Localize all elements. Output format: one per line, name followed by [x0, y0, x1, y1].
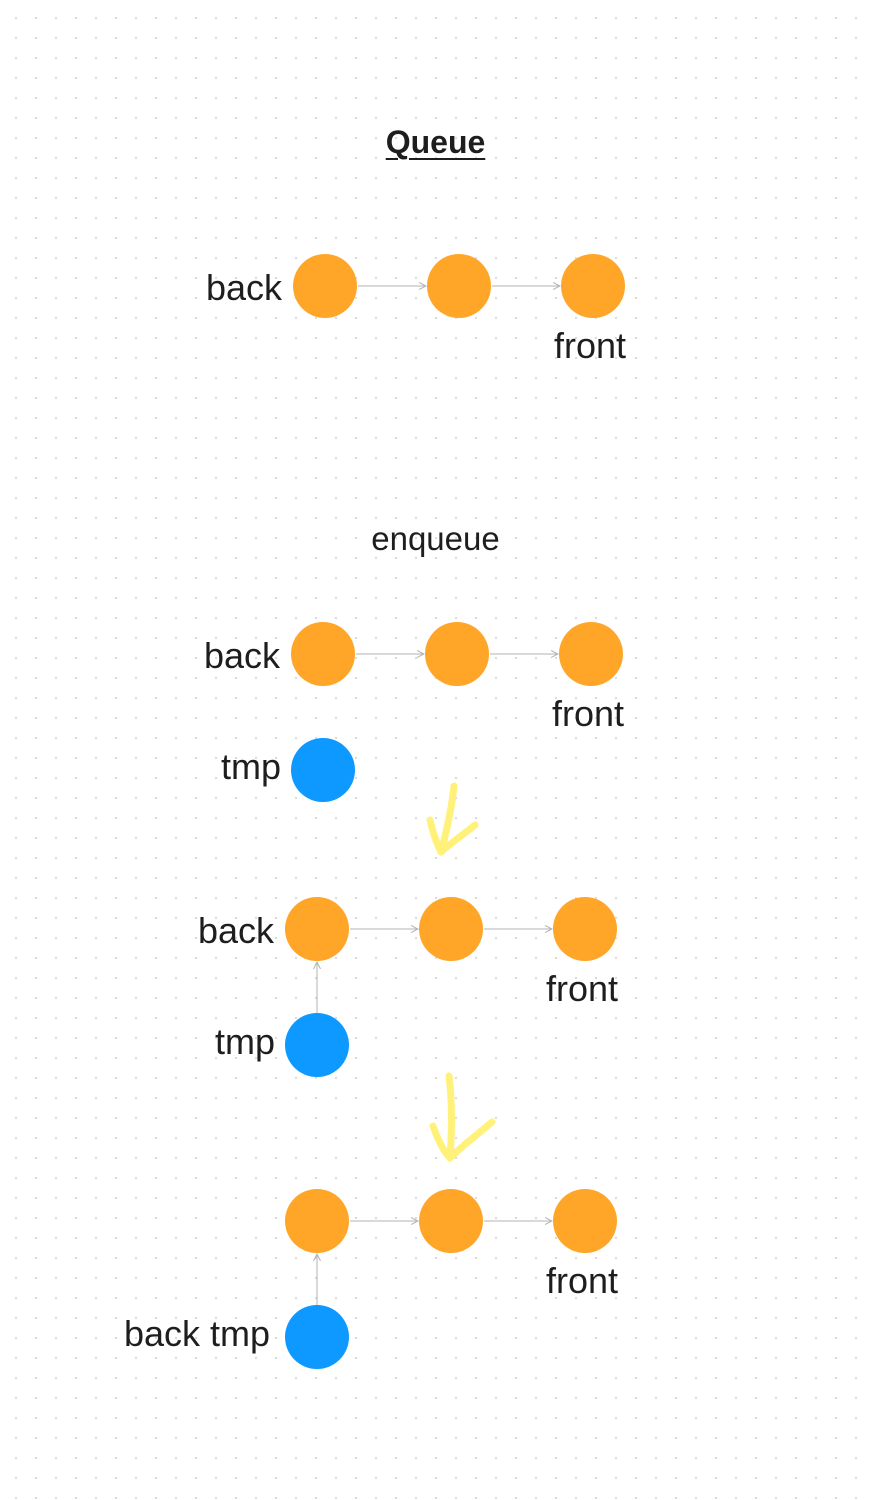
- front-label: front: [546, 968, 619, 1009]
- queue-node: [553, 1189, 617, 1253]
- section-heading: enqueue: [371, 520, 500, 557]
- back-label: back: [204, 635, 281, 676]
- tmp-label: tmp: [221, 746, 282, 787]
- back-tmp-label: back tmp: [124, 1313, 271, 1354]
- step-arrow-icon: [426, 782, 479, 856]
- diagram-title: Queue: [385, 124, 486, 160]
- queue-node: [427, 254, 491, 318]
- queue-node: [285, 1189, 349, 1253]
- front-label: front: [552, 693, 625, 734]
- back-label: back: [206, 267, 283, 308]
- queue-node: [291, 622, 355, 686]
- back-label: back: [198, 910, 275, 951]
- queue-node: [425, 622, 489, 686]
- tmp-node: [285, 1013, 349, 1077]
- queue-node: [553, 897, 617, 961]
- tmp-node: [285, 1305, 349, 1369]
- queue-node: [285, 897, 349, 961]
- queue-node: [419, 1189, 483, 1253]
- front-label: front: [546, 1260, 619, 1301]
- queue-node: [559, 622, 623, 686]
- queue-node: [419, 897, 483, 961]
- tmp-node: [291, 738, 355, 802]
- queue-node: [293, 254, 357, 318]
- step-arrow-icon: [429, 1072, 496, 1162]
- front-label: front: [554, 325, 627, 366]
- tmp-label: tmp: [215, 1021, 276, 1062]
- queue-node: [561, 254, 625, 318]
